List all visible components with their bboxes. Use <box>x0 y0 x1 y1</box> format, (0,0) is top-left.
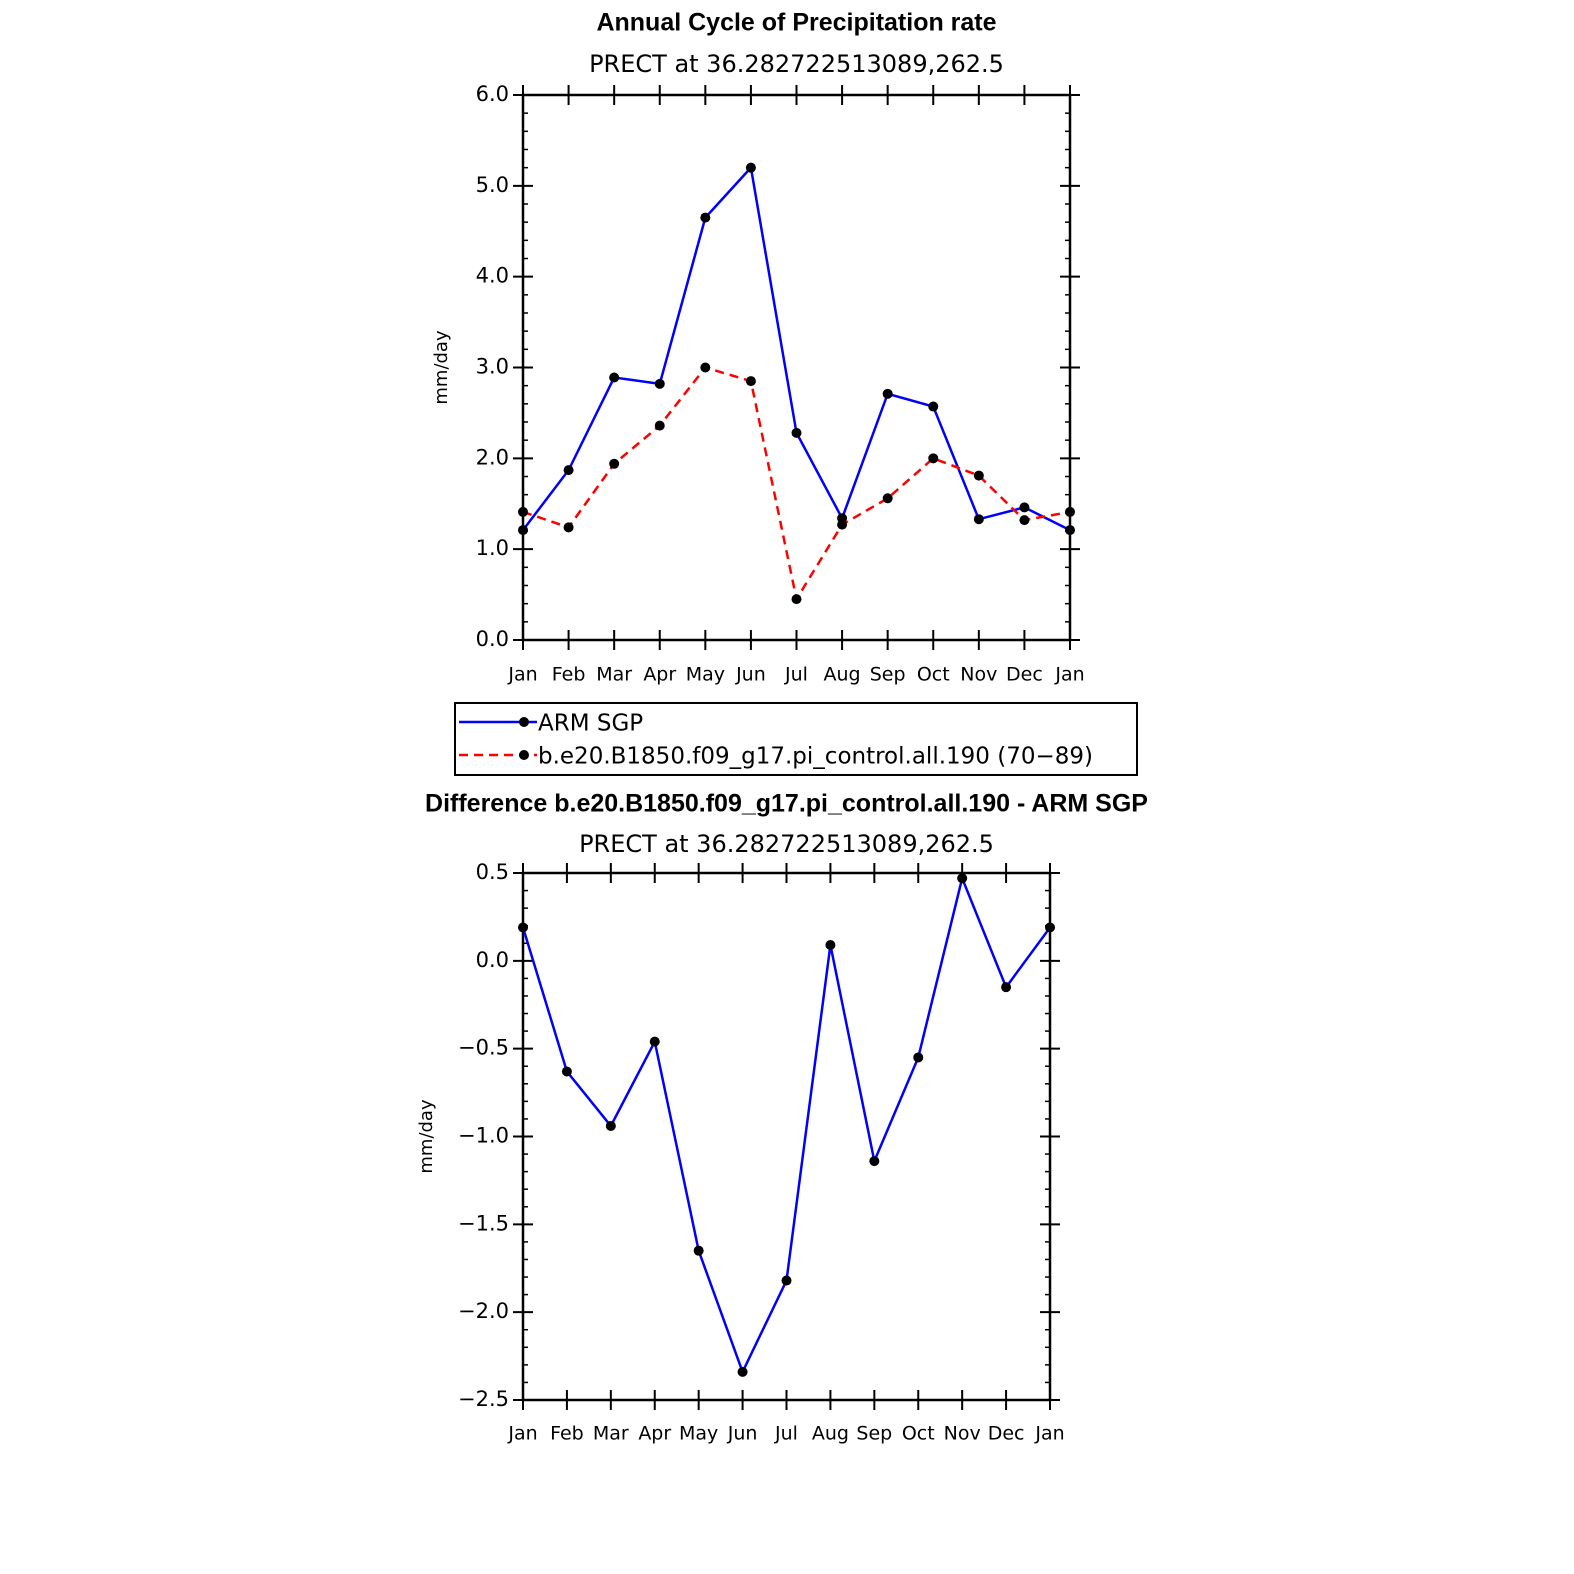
y-tick-label: 3.0 <box>476 355 509 379</box>
data-point <box>693 1245 704 1256</box>
x-tick-label: Sep <box>870 664 906 686</box>
chart-subtitle: PRECT at 36.282722513089,262.5 <box>589 50 1004 78</box>
data-point <box>973 514 984 525</box>
x-tick-label: Sep <box>856 1423 892 1445</box>
data-point <box>1019 515 1030 526</box>
data-point <box>654 378 665 389</box>
plot-frame <box>521 871 1052 1402</box>
x-tick-label: Feb <box>552 664 586 686</box>
x-tick-label: Mar <box>596 664 632 686</box>
chart-title: Annual Cycle of Precipitation rate <box>596 9 996 37</box>
legend-label: b.e20.B1850.f09_g17.pi_control.all.190 (… <box>538 744 1093 770</box>
data-point <box>1045 922 1055 933</box>
data-point <box>957 873 968 884</box>
x-tick-label: Oct <box>917 664 950 686</box>
x-tick-label: Jul <box>784 664 808 686</box>
data-point <box>781 1275 792 1286</box>
x-tick-label: Apr <box>638 1423 671 1445</box>
y-tick-label: 2.0 <box>476 445 509 469</box>
data-point <box>737 1366 748 1377</box>
x-tick-label: Dec <box>1006 664 1043 686</box>
legend-label: ARM SGP <box>538 711 643 737</box>
x-tick-label: Oct <box>902 1423 935 1445</box>
data-point <box>791 594 802 605</box>
y-tick-label: −2.5 <box>458 1387 509 1411</box>
x-tick-label: Aug <box>824 664 861 686</box>
data-point <box>882 388 893 399</box>
x-tick-label: Jan <box>1034 1423 1064 1445</box>
x-tick-label: Jun <box>735 664 766 686</box>
y-tick-label: −2.0 <box>458 1299 509 1323</box>
x-tick-label: Nov <box>944 1423 981 1445</box>
data-point <box>869 1156 880 1167</box>
legend-marker <box>519 750 529 760</box>
data-point <box>609 458 620 469</box>
y-tick-label: 1.0 <box>476 536 509 560</box>
data-point <box>563 465 574 476</box>
data-point <box>745 376 756 387</box>
data-point <box>654 420 665 431</box>
chart-subtitle: PRECT at 36.282722513089,262.5 <box>579 830 994 858</box>
data-point <box>928 453 939 464</box>
data-point <box>649 1036 660 1047</box>
data-point <box>745 162 756 173</box>
data-point <box>1065 506 1075 517</box>
chart-title: Difference b.e20.B1850.f09_g17.pi_contro… <box>425 790 1148 818</box>
x-tick-label: Apr <box>643 664 676 686</box>
data-point <box>791 427 802 438</box>
x-tick-label: Jan <box>1054 664 1084 686</box>
y-tick-label: −0.5 <box>458 1036 509 1060</box>
data-point <box>563 522 574 533</box>
y-tick-label: 5.0 <box>476 173 509 197</box>
data-point <box>700 362 711 373</box>
y-tick-label: −1.0 <box>458 1124 509 1148</box>
x-tick-label: Jan <box>507 664 537 686</box>
x-tick-label: Feb <box>550 1423 584 1445</box>
y-tick-label: 0.0 <box>476 948 509 972</box>
data-point <box>837 519 848 530</box>
y-tick-label: 0.0 <box>476 627 509 651</box>
data-point <box>518 525 528 536</box>
data-point <box>928 401 939 412</box>
y-axis-label: mm/day <box>431 330 452 405</box>
y-tick-label: 0.5 <box>476 860 509 884</box>
data-point <box>1001 982 1012 993</box>
data-point <box>882 493 893 504</box>
series-line <box>521 874 1052 1376</box>
x-tick-label: Nov <box>960 664 997 686</box>
x-tick-label: May <box>686 664 725 686</box>
y-tick-label: −1.5 <box>458 1211 509 1235</box>
data-point <box>913 1052 924 1063</box>
x-tick-label: Jul <box>774 1423 798 1445</box>
x-tick-label: Jan <box>507 1423 537 1445</box>
data-point <box>518 506 528 517</box>
data-point <box>973 470 984 481</box>
y-tick-label: 6.0 <box>476 82 509 106</box>
y-axis-label: mm/day <box>416 1099 437 1174</box>
x-tick-label: Mar <box>593 1423 629 1445</box>
x-tick-label: Jun <box>727 1423 758 1445</box>
data-point <box>1065 525 1075 536</box>
data-point <box>1019 502 1030 513</box>
data-point <box>609 372 620 383</box>
data-point <box>518 922 528 933</box>
legend-marker <box>519 717 529 727</box>
x-tick-label: Dec <box>988 1423 1025 1445</box>
data-point <box>700 212 711 223</box>
x-tick-label: May <box>679 1423 718 1445</box>
data-point <box>605 1120 616 1131</box>
data-point <box>825 940 836 951</box>
x-tick-label: Aug <box>812 1423 849 1445</box>
y-tick-label: 4.0 <box>476 264 509 288</box>
series-line <box>522 366 1071 603</box>
legend-box <box>454 702 1138 776</box>
data-point <box>561 1066 572 1077</box>
plot-frame <box>521 93 1072 642</box>
